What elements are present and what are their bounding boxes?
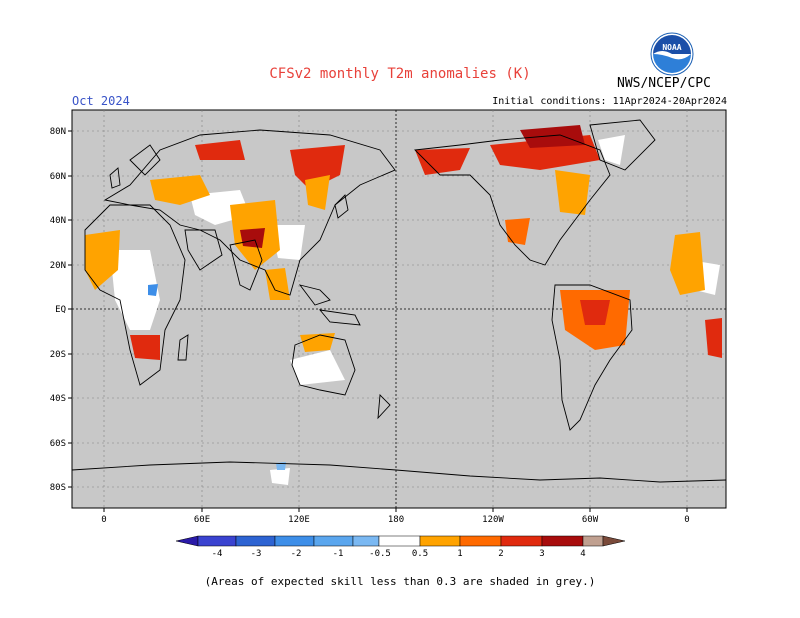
lon-label: 180 <box>388 515 404 525</box>
lon-label: 0 <box>684 515 689 525</box>
lon-label: 60W <box>582 515 599 525</box>
colorbar-swatch <box>235 535 276 547</box>
colorbar <box>175 535 626 547</box>
colorbar-arrow-low <box>175 535 199 547</box>
colorbar-swatch <box>352 535 380 547</box>
lat-label: 40N <box>50 216 66 226</box>
lon-ticks <box>103 508 688 512</box>
colorbar-label: 2 <box>498 549 503 559</box>
map-title: CFSv2 monthly T2m anomalies (K) <box>269 66 531 82</box>
colorbar-swatch <box>419 535 461 547</box>
gridlines <box>72 110 726 508</box>
noaa-logo: NOAA <box>650 32 694 76</box>
colorbar-swatch <box>378 535 421 547</box>
svg-text:NOAA: NOAA <box>662 43 681 52</box>
lat-label: 60N <box>50 172 66 182</box>
coastlines <box>71 119 727 483</box>
forecast-month: Oct 2024 <box>72 94 130 108</box>
colorbar-label: -3 <box>251 549 262 559</box>
lat-label: 80S <box>50 483 66 493</box>
colorbar-swatch <box>582 535 604 547</box>
colorbar-swatch <box>274 535 315 547</box>
lat-axis: 80N 60N 40N 20N EQ 20S 40S 60S 80S <box>50 127 66 493</box>
colorbar-swatch <box>541 535 584 547</box>
colorbar-labels: -4 -3 -2 -1 -0.5 0.5 1 2 3 4 <box>212 549 586 559</box>
colorbar-label: -1 <box>333 549 344 559</box>
colorbar-swatch <box>197 535 237 547</box>
colorbar-label: 3 <box>539 549 544 559</box>
colorbar-label: -0.5 <box>369 549 391 559</box>
colorbar-label: 1 <box>457 549 462 559</box>
colorbar-swatch <box>313 535 354 547</box>
lat-label: 80N <box>50 127 66 137</box>
lon-label: 60E <box>194 515 210 525</box>
lat-label: 40S <box>50 394 66 404</box>
colorbar-label: -4 <box>212 549 223 559</box>
colorbar-label: 4 <box>580 549 585 559</box>
lon-label: 120W <box>482 515 504 525</box>
lat-label: 20N <box>50 261 66 271</box>
lon-label: 120E <box>288 515 310 525</box>
lat-label: 60S <box>50 439 66 449</box>
lon-label: 0 <box>101 515 106 525</box>
colorbar-swatch <box>500 535 543 547</box>
initial-conditions: Initial conditions: 11Apr2024-20Apr2024 <box>492 96 727 107</box>
lon-axis: 0 60E 120E 180 120W 60W 0 <box>101 515 689 525</box>
warm-anomalies <box>85 125 722 360</box>
agency-label: NWS/NCEP/CPC <box>617 76 711 91</box>
lat-label: 20S <box>50 350 66 360</box>
colorbar-label: 0.5 <box>412 549 428 559</box>
skill-footnote: (Areas of expected skill less than 0.3 a… <box>204 575 596 588</box>
lat-ticks <box>68 130 72 488</box>
colorbar-arrow-high <box>602 535 626 547</box>
lat-label: EQ <box>55 305 66 315</box>
colorbar-swatch <box>459 535 502 547</box>
colorbar-label: -2 <box>291 549 302 559</box>
